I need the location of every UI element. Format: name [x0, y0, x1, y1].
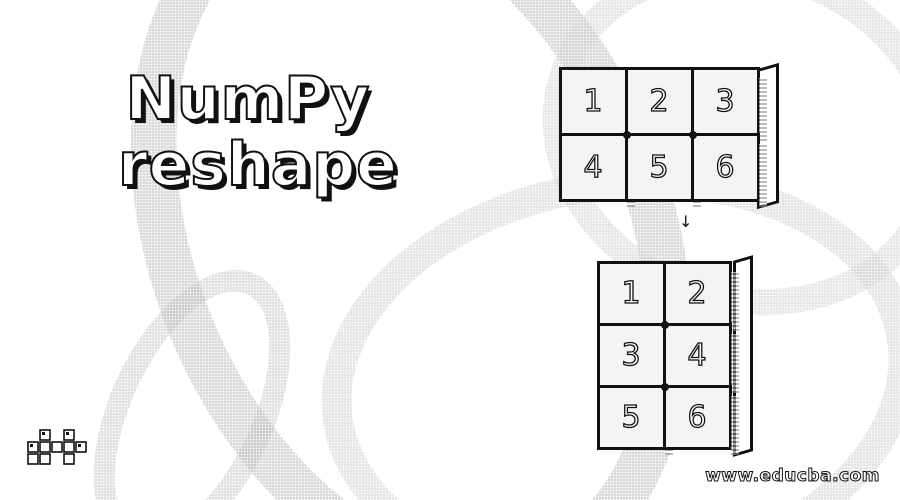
arrow-down-icon: ↓ — [679, 212, 693, 231]
matrix-cell: 5 — [624, 132, 701, 207]
matrix-cell: 6 — [662, 384, 739, 455]
title-line-numpy: NumPy — [125, 64, 371, 134]
matrix-cell: 1 — [558, 66, 635, 141]
matrix-cell: 2 — [624, 66, 701, 141]
numpy-logo-icon — [27, 429, 87, 465]
watermark[interactable]: www.educba.com — [705, 466, 880, 487]
matrix-cell: 5 — [596, 384, 673, 455]
grid-joint — [689, 131, 697, 139]
matrix-cell: 4 — [662, 322, 739, 393]
grid-joint — [661, 321, 669, 329]
matrix-cell: 6 — [690, 132, 767, 207]
matrix-cell: 3 — [596, 322, 673, 393]
matrix-before: 1 2 3 4 5 6 — [558, 66, 767, 207]
matrix-cell: 2 — [662, 260, 739, 331]
matrix-after: 1 2 3 4 5 6 — [596, 260, 739, 455]
matrix-cell: 4 — [558, 132, 635, 207]
title-line-reshape: reshape — [117, 130, 398, 200]
matrix-cell: 1 — [596, 260, 673, 331]
grid-joint — [623, 131, 631, 139]
page-title: NumPy reshape — [117, 64, 398, 200]
grid-joint — [661, 383, 669, 391]
matrix-cell: 3 — [690, 66, 767, 141]
